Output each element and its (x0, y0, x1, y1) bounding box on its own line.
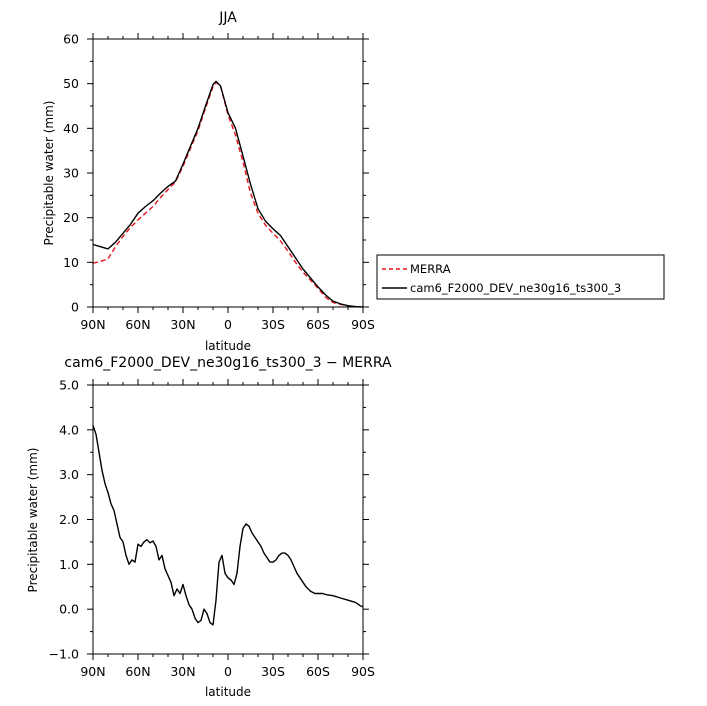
bottom-tick-marks (87, 379, 369, 660)
bottom-panel: cam6_F2000_DEV_ne30g16_ts300_3 − MERRA P… (26, 355, 392, 699)
top-x-tick-labels: 90N 60N 30N 0 30S 60S 90S (80, 317, 375, 332)
legend: MERRA cam6_F2000_DEV_ne30g16_ts300_3 (376, 254, 665, 300)
x-tick-label: 60N (125, 317, 150, 332)
x-tick-label: 90N (80, 664, 105, 679)
x-tick-label: 30N (170, 664, 195, 679)
bottom-plot-frame (92, 384, 364, 655)
top-panel: JJA Precipitable water (mm) latitude 90N… (42, 10, 375, 353)
y-tick-label: 2.0 (59, 512, 79, 527)
bottom-x-tick-labels: 90N 60N 30N 0 30S 60S 90S (80, 664, 375, 679)
legend-box (376, 254, 665, 300)
x-tick-label: 60S (306, 664, 330, 679)
legend-label-cam6: cam6_F2000_DEV_ne30g16_ts300_3 (410, 281, 621, 295)
x-tick-label: 90S (351, 317, 375, 332)
y-tick-label: −1.0 (49, 647, 79, 662)
y-tick-label: 20 (63, 210, 79, 225)
y-tick-label: 10 (63, 255, 79, 270)
top-x-axis-label: latitude (205, 339, 251, 353)
top-chart-title: JJA (218, 10, 237, 26)
bottom-y-axis-label: Precipitable water (mm) (26, 448, 40, 593)
x-tick-label: 90N (80, 317, 105, 332)
bottom-y-tick-labels: −1.0 0.0 1.0 2.0 3.0 4.0 5.0 (49, 378, 79, 662)
y-tick-label: 50 (63, 76, 79, 91)
y-tick-label: 5.0 (59, 378, 79, 393)
top-y-tick-labels: 0 10 20 30 40 50 60 (63, 32, 79, 315)
y-tick-label: 4.0 (59, 422, 79, 437)
top-tick-marks (87, 33, 369, 313)
bottom-series-lines (92, 425, 364, 626)
y-tick-label: 60 (63, 32, 79, 47)
y-tick-label: 0 (71, 300, 79, 315)
y-tick-label: 40 (63, 121, 79, 136)
x-tick-label: 0 (224, 317, 232, 332)
series-line-merra (92, 81, 364, 308)
top-series-lines (92, 80, 364, 308)
x-tick-label: 30N (170, 317, 195, 332)
y-tick-label: 3.0 (59, 467, 79, 482)
series-line-difference (92, 425, 364, 626)
bottom-x-axis-label: latitude (205, 685, 251, 699)
bottom-chart-title: cam6_F2000_DEV_ne30g16_ts300_3 − MERRA (64, 355, 392, 371)
y-tick-label: 30 (63, 166, 79, 181)
x-tick-label: 30S (261, 664, 285, 679)
x-tick-label: 0 (224, 664, 232, 679)
x-tick-label: 60S (306, 317, 330, 332)
series-line-cam6-f2000-dev-ne30g16-ts300-3 (92, 80, 364, 308)
legend-label-merra: MERRA (410, 262, 451, 276)
x-tick-label: 90S (351, 664, 375, 679)
x-tick-label: 60N (125, 664, 150, 679)
y-tick-label: 0.0 (59, 602, 79, 617)
y-tick-label: 1.0 (59, 557, 79, 572)
top-plot-frame (92, 38, 364, 308)
top-y-axis-label: Precipitable water (mm) (42, 101, 56, 246)
x-tick-label: 30S (261, 317, 285, 332)
